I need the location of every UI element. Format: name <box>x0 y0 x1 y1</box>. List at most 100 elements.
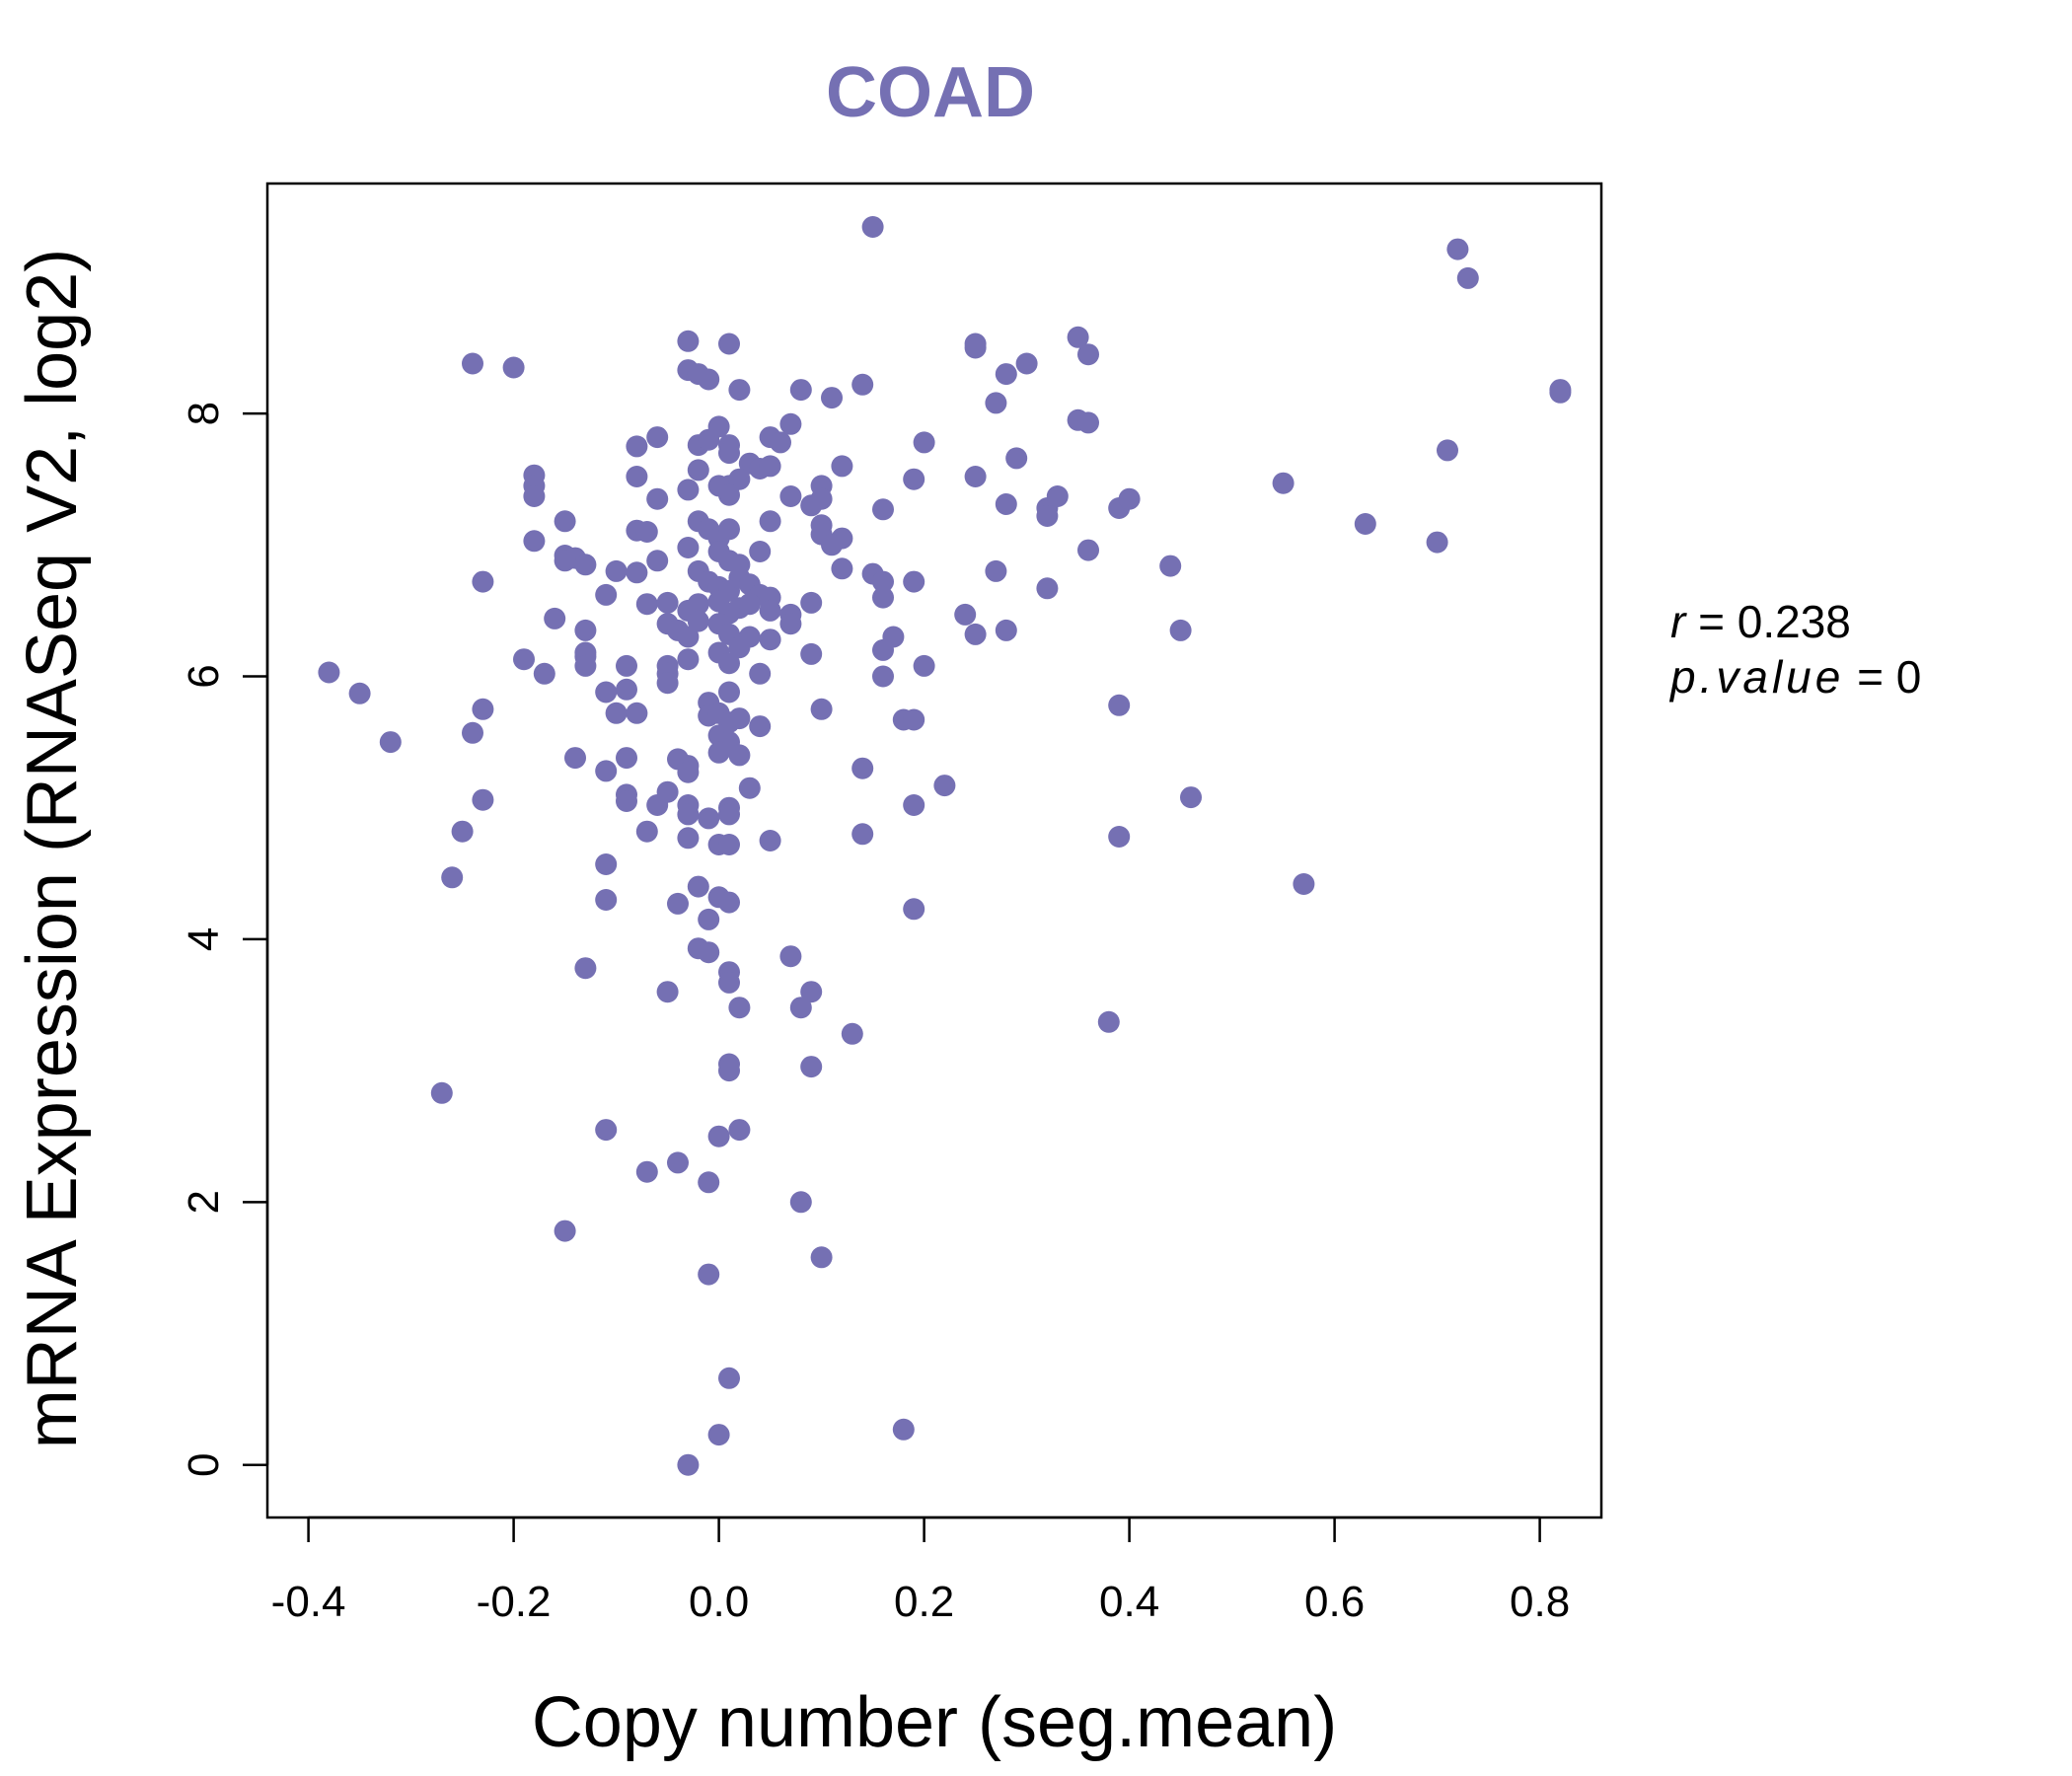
data-point <box>533 662 555 685</box>
data-point <box>656 591 679 614</box>
data-point <box>738 593 761 616</box>
data-point <box>687 875 709 898</box>
data-point <box>872 638 894 661</box>
data-point <box>523 530 546 553</box>
y-tick-label: 4 <box>180 927 228 951</box>
data-point <box>759 599 781 622</box>
data-point <box>985 392 1007 414</box>
data-point <box>995 363 1017 386</box>
data-point <box>677 827 700 850</box>
data-point <box>800 642 823 665</box>
data-point <box>841 1022 863 1045</box>
data-point <box>1169 619 1192 641</box>
data-point <box>677 537 700 558</box>
data-point <box>718 1060 740 1082</box>
data-point <box>851 757 874 779</box>
data-point <box>635 593 658 616</box>
x-tick-label: 0.2 <box>894 1578 954 1626</box>
data-point <box>616 790 637 812</box>
data-point <box>718 891 740 914</box>
data-point <box>995 619 1017 641</box>
data-point <box>574 619 597 641</box>
chart-title: COAD <box>826 53 1035 132</box>
x-tick-label: 0.8 <box>1510 1578 1570 1626</box>
data-point <box>728 636 751 659</box>
data-point <box>831 557 853 580</box>
data-point <box>903 468 925 490</box>
data-point <box>707 1125 730 1147</box>
data-point <box>616 747 637 770</box>
data-point <box>605 702 628 724</box>
data-point <box>616 678 637 701</box>
data-point <box>564 747 586 770</box>
data-point <box>687 593 709 616</box>
r-label: r <box>1670 596 1687 647</box>
data-point <box>861 216 884 238</box>
data-point <box>1456 266 1479 289</box>
data-point <box>1046 485 1069 507</box>
data-point <box>646 550 669 572</box>
data-point <box>677 626 700 648</box>
y-tick-label: 0 <box>180 1452 228 1476</box>
data-point <box>462 721 483 744</box>
x-tick-label: -0.4 <box>271 1578 346 1626</box>
data-point <box>718 1367 740 1389</box>
data-point <box>502 356 525 379</box>
data-point <box>646 487 669 510</box>
data-point <box>667 892 689 915</box>
data-point <box>1293 873 1315 895</box>
data-point <box>770 431 791 454</box>
data-point <box>800 1056 823 1078</box>
data-point <box>677 761 700 783</box>
data-point <box>821 534 843 556</box>
data-point <box>810 698 833 720</box>
data-point <box>718 681 740 703</box>
data-point <box>677 648 700 671</box>
data-point <box>554 510 576 533</box>
data-point <box>698 1263 720 1286</box>
data-point <box>738 777 761 799</box>
y-tick-label: 6 <box>180 664 228 688</box>
data-point <box>759 510 781 533</box>
data-point <box>635 820 658 843</box>
data-point <box>554 1220 576 1242</box>
data-point <box>903 570 925 593</box>
data-point <box>718 333 740 355</box>
data-point <box>851 823 874 846</box>
data-point <box>903 794 925 816</box>
points-layer <box>318 216 1572 1476</box>
data-point <box>779 945 802 968</box>
data-point <box>677 803 700 826</box>
data-point <box>789 1191 812 1214</box>
data-point <box>1354 513 1376 535</box>
data-point <box>749 541 772 562</box>
data-point <box>810 1246 833 1269</box>
data-point <box>574 654 597 677</box>
data-point <box>718 803 740 826</box>
x-axis-label: Copy number (seg.mean) <box>532 1683 1337 1762</box>
data-point <box>544 607 566 629</box>
data-point <box>656 672 679 695</box>
data-point <box>1077 539 1099 561</box>
data-point <box>718 483 740 506</box>
data-point <box>1036 577 1059 600</box>
data-point <box>779 613 802 635</box>
data-point <box>749 715 772 738</box>
data-point <box>872 665 894 688</box>
r-statistic: r = 0.238 <box>1670 596 1851 647</box>
data-point <box>513 648 535 671</box>
x-axis: -0.4 -0.2 0.0 0.2 0.4 0.6 0.8 <box>271 1516 1570 1626</box>
data-point <box>1446 238 1469 260</box>
data-point <box>954 603 977 626</box>
y-tick-label: 2 <box>180 1190 228 1214</box>
data-point <box>595 853 618 875</box>
data-point <box>718 518 740 541</box>
data-point <box>903 898 925 921</box>
data-point <box>759 629 781 651</box>
data-point <box>698 807 720 830</box>
data-point <box>964 466 987 487</box>
data-point <box>677 330 700 352</box>
data-point <box>759 830 781 851</box>
data-point <box>472 570 494 593</box>
data-point <box>595 681 618 703</box>
